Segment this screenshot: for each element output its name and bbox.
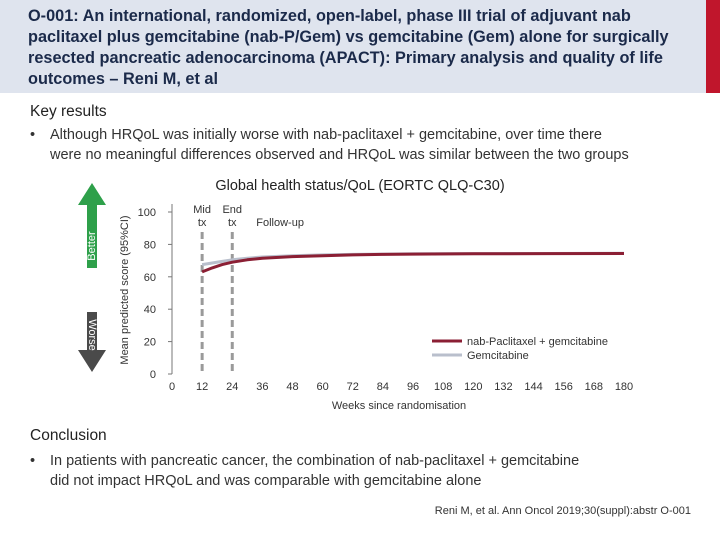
phase-marker-label-line2: tx [198,217,207,229]
better-arrow-icon [78,183,106,268]
series-line-nab-paclitaxel [201,252,625,274]
header-accent-bar [706,0,720,93]
y-tick-label: 40 [144,304,156,316]
better-label: Better [86,231,98,261]
phase-marker-label-line1: Mid [193,204,211,216]
x-axis-label: Weeks since randomisation [332,400,466,412]
citation: Reni M, et al. Ann Oncol 2019;30(suppl):… [434,505,691,517]
y-tick-label: 20 [144,337,156,349]
x-tick-label: 132 [494,381,512,393]
y-tick-label: 0 [150,369,156,381]
x-tick-label: 156 [555,381,573,393]
x-tick-label: 24 [226,381,238,393]
key-results-bullet-line1: Although HRQoL was initially worse with … [50,127,602,143]
x-tick-label: 180 [615,381,633,393]
chart-legend: nab-Paclitaxel + gemcitabine Gemcitabine [432,336,608,362]
key-results-bullet-line2: were no meaningful differences observed … [50,147,629,163]
y-tick-label: 100 [138,207,156,219]
x-tick-label: 84 [377,381,389,393]
x-tick-label: 0 [169,381,175,393]
y-axis-label: Mean predicted score (95%CI) [119,215,131,364]
key-results-heading: Key results [30,103,107,120]
x-tick-label: 108 [434,381,452,393]
conclusion-bullet-line1: In patients with pancreatic cancer, the … [50,453,580,469]
bullet-marker: • [30,453,36,469]
follow-up-label: Follow-up [256,217,304,229]
worse-arrow-icon [78,312,106,372]
y-tick-label: 60 [144,272,156,284]
slide-header [0,0,720,93]
conclusion-bullet-line2: did not impact HRQoL and was comparable … [50,473,482,489]
chart-title: Global health status/QoL (EORTC QLQ-C30) [215,178,504,194]
x-tick-label: 72 [347,381,359,393]
series-layer [201,251,625,274]
x-tick-label: 12 [196,381,208,393]
worse-label: Worse [86,319,98,351]
key-results-bullet: • Although HRQoL was initially worse with… [30,125,629,165]
x-tick-label: 36 [256,381,268,393]
slide-title: O-001: An international, randomized, ope… [28,7,669,88]
x-tick-label: 96 [407,381,419,393]
conclusion-bullet: • In patients with pancreatic cancer, the… [30,451,579,491]
x-tick-label: 144 [524,381,542,393]
x-tick-label: 60 [317,381,329,393]
bullet-marker: • [30,127,36,143]
direction-arrows: Better Worse [78,183,106,372]
y-tick-label: 80 [144,239,156,251]
conclusion-heading: Conclusion [30,427,107,444]
phase-marker-label-line2: tx [228,217,237,229]
qol-line-chart: Global health status/QoL (EORTC QLQ-C30)… [78,178,633,412]
x-tick-label: 48 [286,381,298,393]
x-tick-label: 120 [464,381,482,393]
legend-label-gemcitabine: Gemcitabine [467,350,529,362]
x-tick-label: 168 [585,381,603,393]
chart-axes: 0 20 40 60 80 100 0 12 24 36 48 60 72 84 96 108 120 132 14… [138,204,633,393]
legend-label-nab-paclitaxel: nab-Paclitaxel + gemcitabine [467,336,608,348]
phase-marker-label-line1: End [222,204,242,216]
